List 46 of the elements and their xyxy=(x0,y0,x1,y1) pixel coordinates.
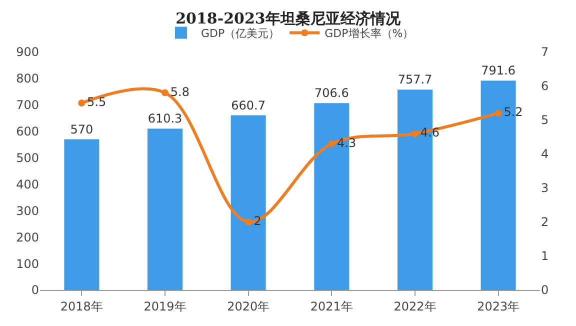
x-tick-label: 2018年 xyxy=(60,299,103,314)
chart-title: 2018-2023年坦桑尼亚经济情况 xyxy=(176,10,402,28)
y-tick-label: 100 xyxy=(16,256,39,271)
y-tick-label: 200 xyxy=(16,230,39,244)
data-label: 570 xyxy=(70,122,94,136)
y-tick-label: 800 xyxy=(16,72,39,86)
y2-tick-label: 0 xyxy=(541,283,549,298)
point xyxy=(78,100,86,106)
legend-label: GDP增长率（%） xyxy=(324,27,414,40)
point xyxy=(162,89,168,96)
y-tick-label: 500 xyxy=(16,150,39,165)
data-label: 5.8 xyxy=(170,84,190,99)
data-label: 4.6 xyxy=(420,126,440,140)
data-label: 757.7 xyxy=(398,72,432,87)
y-tick-label: 0 xyxy=(31,283,39,298)
data-label: 706.6 xyxy=(314,86,349,100)
data-label: 791.6 xyxy=(481,64,516,78)
y-tick-label: 600 xyxy=(16,124,39,139)
bar xyxy=(230,115,266,290)
point xyxy=(412,130,418,138)
y2-tick-label: 6 xyxy=(541,79,549,94)
legend-label: GDP（亿美元） xyxy=(201,27,280,40)
y-tick-label: 700 xyxy=(16,98,39,112)
bar xyxy=(148,128,182,290)
y2-tick-label: 7 xyxy=(541,45,549,60)
point xyxy=(494,110,502,117)
x-tick-label: 2021年 xyxy=(310,299,353,314)
y2-tick-label: 1 xyxy=(541,249,549,264)
y-tick-label: 400 xyxy=(16,177,39,192)
y2-tick-label: 4 xyxy=(541,147,549,162)
point xyxy=(244,218,252,226)
x-tick-label: 2020年 xyxy=(227,299,270,314)
y-tick-label: 300 xyxy=(16,204,39,218)
bar xyxy=(64,139,100,290)
y2-tick-label: 5 xyxy=(541,113,549,128)
point xyxy=(328,140,336,148)
x-tick-label: 2023年 xyxy=(477,299,520,314)
data-label: 2 xyxy=(254,214,262,228)
data-label: 660.7 xyxy=(231,98,266,112)
x-tick-label: 2019年 xyxy=(144,299,186,314)
data-label: 5.5 xyxy=(87,95,106,109)
x-tick-label: 2022年 xyxy=(394,299,436,314)
y2-tick-label: 3 xyxy=(541,181,549,196)
y2-tick-label: 2 xyxy=(541,215,549,230)
data-label: 610.3 xyxy=(148,112,182,126)
y-tick-label: 900 xyxy=(16,45,39,60)
